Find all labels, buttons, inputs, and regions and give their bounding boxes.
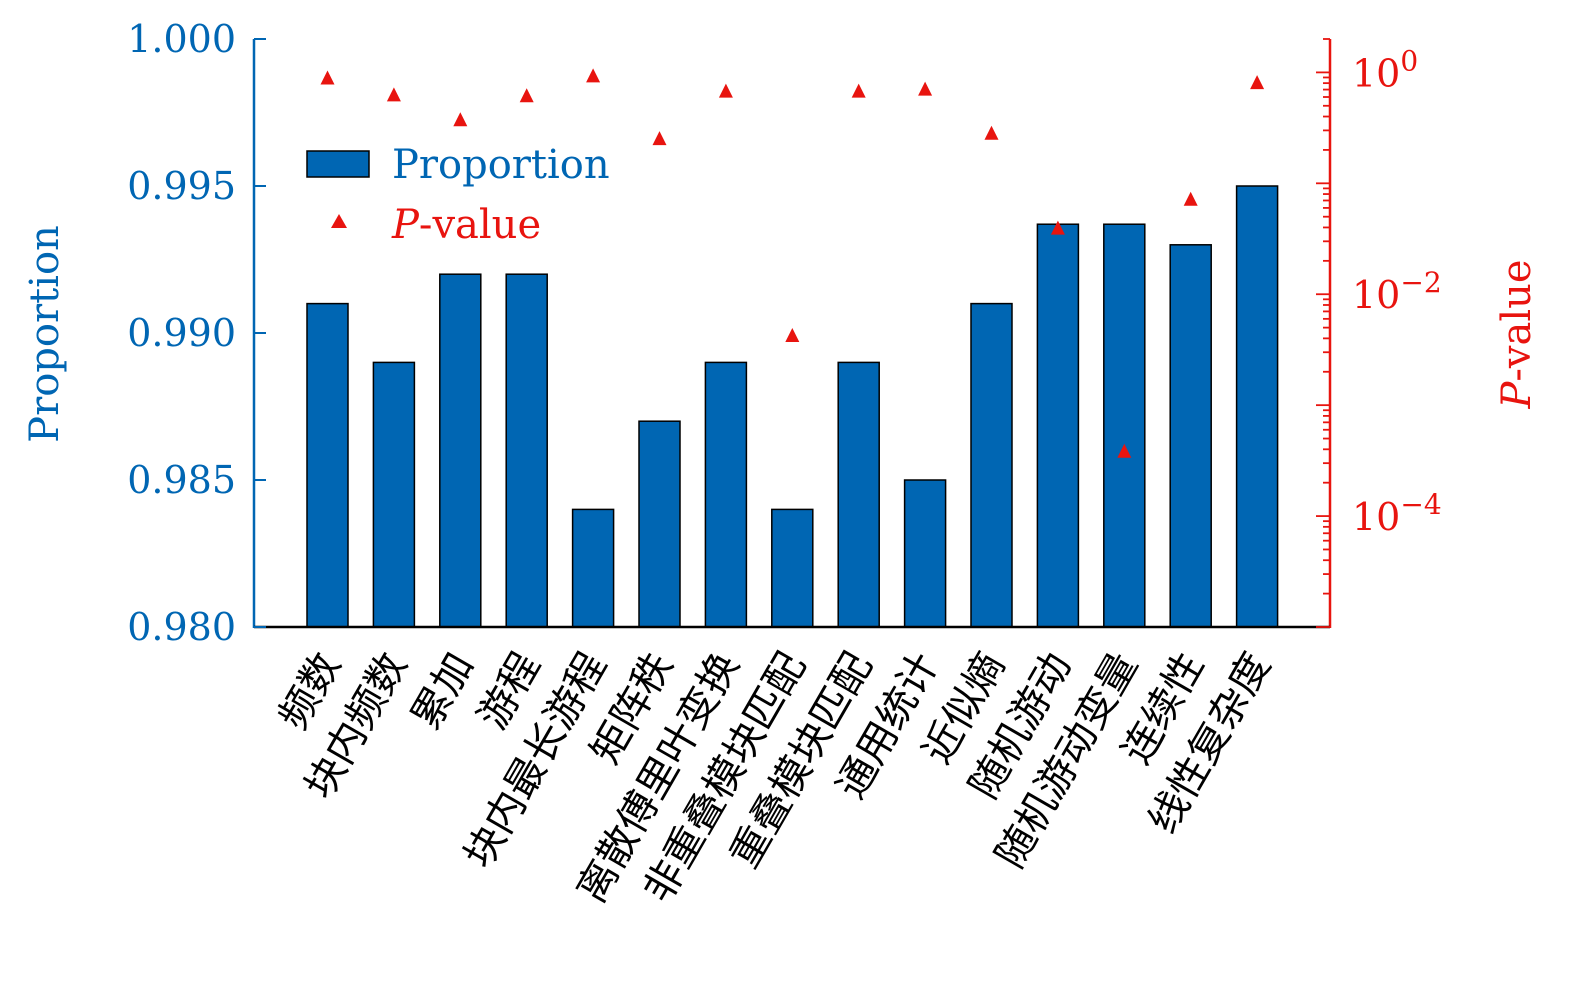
left-tick-label: 0.980 [127,605,236,649]
right-tick-label: 10−4 [1352,488,1442,539]
pvalue-markers [320,68,1265,458]
pvalue-marker [519,88,534,103]
pvalue-marker [386,87,401,102]
legend-label-proportion: Proportion [392,142,610,188]
left-ticks: 0.980 0.985 0.990 0.995 1.000 [127,17,266,649]
right-tick-label: 100 [1352,44,1418,95]
category-labels: 频数块内频数累加游程块内最长游程矩阵秩离散傅里叶变换非重叠模块匹配重叠模块匹配通… [270,645,1279,910]
left-tick-label: 0.990 [127,311,236,355]
right-axis-title-rest: -value [1494,259,1540,381]
legend: Proportion P-value [306,142,610,248]
bar [837,361,880,628]
left-tick-label: 0.985 [127,458,236,502]
right-ticks: 100 10−2 10−4 [1316,38,1442,628]
bar [1169,244,1212,628]
pvalue-marker [851,83,866,98]
pvalue-marker [586,68,601,83]
bar [372,361,416,628]
pvalue-marker [652,131,667,146]
pvalue-marker [718,83,733,98]
pvalue-marker [320,70,335,85]
pvalue-marker [918,81,933,96]
right-axis-title: P-value [1494,259,1540,409]
left-axis-title: Proportion [22,225,68,443]
bar [571,508,615,628]
legend-label-pvalue: P-value [391,202,541,248]
bar [306,302,349,628]
bar [1036,223,1080,628]
legend-triangle-marker [331,214,347,228]
bar [771,508,814,628]
bar [1235,185,1279,628]
bar [704,361,748,628]
pvalue-marker [1117,443,1132,458]
bar [505,273,548,628]
left-tick-label: 1.000 [127,17,236,61]
bar [638,420,681,628]
bar [439,273,482,628]
pvalue-marker [785,328,800,343]
right-tick-label: 10−2 [1352,266,1442,317]
bar [1103,223,1146,628]
pvalue-marker [1183,191,1198,206]
bar [903,479,947,628]
pvalue-marker [453,112,468,127]
pvalue-marker [1050,220,1065,235]
pvalue-marker [1250,75,1265,90]
bars [306,185,1279,628]
legend-bar-swatch [306,150,370,178]
left-tick-label: 0.995 [127,164,236,208]
right-axis-title-italic: P [1494,381,1540,410]
pvalue-marker [984,125,999,140]
bar [970,302,1013,628]
category-label: 累加 [403,645,483,737]
